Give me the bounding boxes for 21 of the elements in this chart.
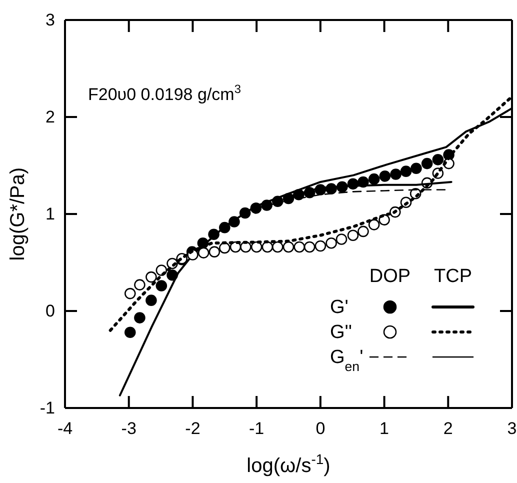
legend-label: G' xyxy=(330,297,348,318)
x-tick-label: 2 xyxy=(443,419,453,438)
y-axis-title: log(G*/Pa) xyxy=(7,167,29,261)
x-tick-label: -4 xyxy=(57,419,73,438)
y-tick-label: 2 xyxy=(46,107,55,126)
legend-label: G$_{en}$' xyxy=(330,347,364,374)
x-tick-label: 0 xyxy=(316,419,326,438)
x-tick-label: -3 xyxy=(121,419,136,438)
x-tick-label: 3 xyxy=(507,419,517,438)
y-tick-label: 0 xyxy=(46,301,55,320)
x-tick-label: -1 xyxy=(249,419,264,438)
y-tick-label: -1 xyxy=(40,398,55,418)
annotation: DOP xyxy=(369,266,411,287)
annotation: TCP xyxy=(434,266,472,287)
x-tick-label: 1 xyxy=(380,419,390,438)
legend-label: G'' xyxy=(330,322,352,343)
y-tick-label: 1 xyxy=(46,204,55,224)
y-tick-label: 3 xyxy=(46,10,55,30)
x-axis-title: log(ω/s$^{-1}$) xyxy=(246,451,330,477)
x-tick-label: -2 xyxy=(185,419,200,438)
annotation: F20υ0 0.0198 g/cm$^{3}$ xyxy=(88,82,242,104)
